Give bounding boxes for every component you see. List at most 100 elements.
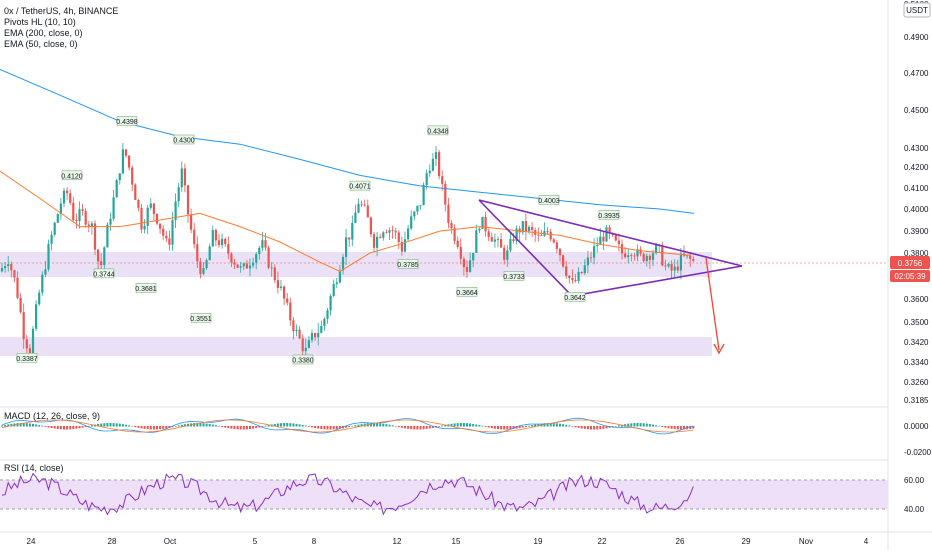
- macd-histogram-bar: [462, 423, 465, 427]
- rsi-label[interactable]: RSI (14, close): [4, 463, 64, 473]
- candle-body: [62, 190, 66, 204]
- pivot-label-box: [456, 287, 478, 297]
- candle-body: [93, 223, 97, 250]
- candle-body: [363, 204, 366, 206]
- currency-button[interactable]: [903, 2, 931, 18]
- macd-histogram-bar: [199, 423, 202, 427]
- macd-histogram-bar: [673, 426, 676, 430]
- pivot-label-box: [397, 259, 419, 269]
- macd-histogram-bar: [239, 426, 242, 430]
- candle-body: [465, 267, 469, 272]
- macd-histogram-bar: [611, 426, 614, 428]
- macd-histogram-bar: [174, 426, 177, 427]
- candle-body: [586, 257, 589, 266]
- macd-histogram-bar: [670, 426, 673, 429]
- macd-histogram-bar: [75, 426, 78, 429]
- macd-histogram-bar: [283, 423, 286, 427]
- macd-histogram-bar: [614, 425, 617, 427]
- date-tick: 28: [108, 537, 117, 546]
- macd-histogram-bar: [490, 426, 493, 429]
- candle-body: [345, 237, 348, 257]
- candle-body: [369, 217, 372, 235]
- support-zone[interactable]: [0, 337, 712, 356]
- candle-body: [168, 238, 171, 245]
- candlestick-series[interactable]: [0, 143, 695, 362]
- candle-body: [286, 298, 289, 303]
- macd-histogram-bar: [264, 425, 267, 427]
- date-tick: Oct: [164, 537, 177, 546]
- candle-body: [149, 203, 152, 208]
- macd-histogram-bar: [84, 426, 87, 427]
- macd-histogram-bar: [515, 426, 518, 429]
- price-tick: 0.3800: [904, 249, 929, 258]
- macd-histogram-bar: [441, 425, 444, 427]
- macd-histogram-bar: [422, 426, 425, 430]
- candle-body: [252, 262, 255, 266]
- candle-body: [527, 227, 531, 232]
- macd-histogram-bar: [109, 423, 112, 427]
- macd-histogram-bar: [187, 423, 189, 427]
- breakdown-arrow[interactable]: [705, 257, 720, 351]
- candle-body: [574, 280, 577, 282]
- macd-histogram-bar: [97, 424, 100, 427]
- candle-body: [403, 239, 407, 252]
- candle-body: [478, 228, 481, 231]
- macd-histogram-bar: [444, 424, 447, 427]
- macd-histogram-bar: [59, 426, 62, 430]
- macd-histogram-bar: [565, 424, 568, 427]
- candle-body: [562, 255, 565, 267]
- rsi-line[interactable]: [1, 472, 694, 516]
- candle-body: [509, 239, 512, 251]
- candle-body: [28, 348, 31, 357]
- macd-histogram-bar: [555, 423, 558, 427]
- candle-body: [270, 267, 273, 269]
- pivot-label-text: 0.3380: [292, 358, 314, 365]
- time-axis[interactable]: 24 28 Oct 5 8 12 15 19 22 26 29 Nov 4: [27, 537, 869, 546]
- candle-body: [146, 207, 149, 226]
- candle-body: [348, 237, 351, 240]
- candle-body: [540, 235, 543, 236]
- macd-pane[interactable]: [1, 417, 695, 435]
- candle-body: [159, 223, 162, 229]
- candle-body: [651, 253, 655, 260]
- macd-histogram-bar: [419, 426, 422, 430]
- indicator-ema200-label[interactable]: EMA (200, close, 0): [4, 28, 83, 38]
- macd-histogram-bar: [118, 423, 121, 427]
- price-tick: 0.3900: [904, 227, 929, 236]
- candle-body: [124, 149, 128, 156]
- macd-histogram-bar: [679, 426, 682, 430]
- candle-body: [258, 247, 261, 254]
- candle-body: [25, 339, 28, 349]
- triangle-pattern[interactable]: [478, 199, 743, 297]
- ema-50-line[interactable]: [0, 170, 691, 272]
- macd-histogram-bar: [416, 426, 419, 430]
- indicator-pivots-label[interactable]: Pivots HL (10, 10): [4, 17, 76, 27]
- pivot-label-box: [190, 313, 212, 323]
- macd-histogram-bar: [602, 426, 605, 429]
- candle-body: [317, 332, 320, 338]
- indicator-ema50-label[interactable]: EMA (50, close, 0): [4, 39, 78, 49]
- candle-body: [453, 228, 456, 241]
- ema-200-line[interactable]: [0, 68, 695, 214]
- candle-body: [341, 256, 345, 271]
- candle-body: [425, 173, 428, 185]
- pivot-label-text: 0.4348: [427, 128, 449, 135]
- candle-body: [531, 227, 534, 231]
- macd-histogram-bar: [354, 425, 357, 427]
- candle-body: [162, 228, 165, 236]
- macd-histogram-bar: [453, 423, 456, 427]
- macd-histogram-bar: [692, 426, 695, 429]
- macd-histogram-bar: [655, 425, 658, 427]
- macd-histogram-bar: [66, 426, 69, 430]
- macd-histogram-bar: [487, 426, 490, 428]
- candle-body: [193, 229, 196, 245]
- macd-histogram-bar: [329, 426, 332, 430]
- candle-body: [242, 263, 245, 267]
- macd-histogram-bar: [593, 426, 596, 430]
- macd-histogram-bar: [267, 425, 270, 427]
- symbol-title[interactable]: 0x / TetherUS, 4h, BINANCE: [4, 6, 118, 16]
- macd-histogram-bar: [683, 426, 685, 430]
- macd-label[interactable]: MACD (12, 26, close, 9): [4, 411, 100, 421]
- macd-histogram-bar: [667, 426, 670, 429]
